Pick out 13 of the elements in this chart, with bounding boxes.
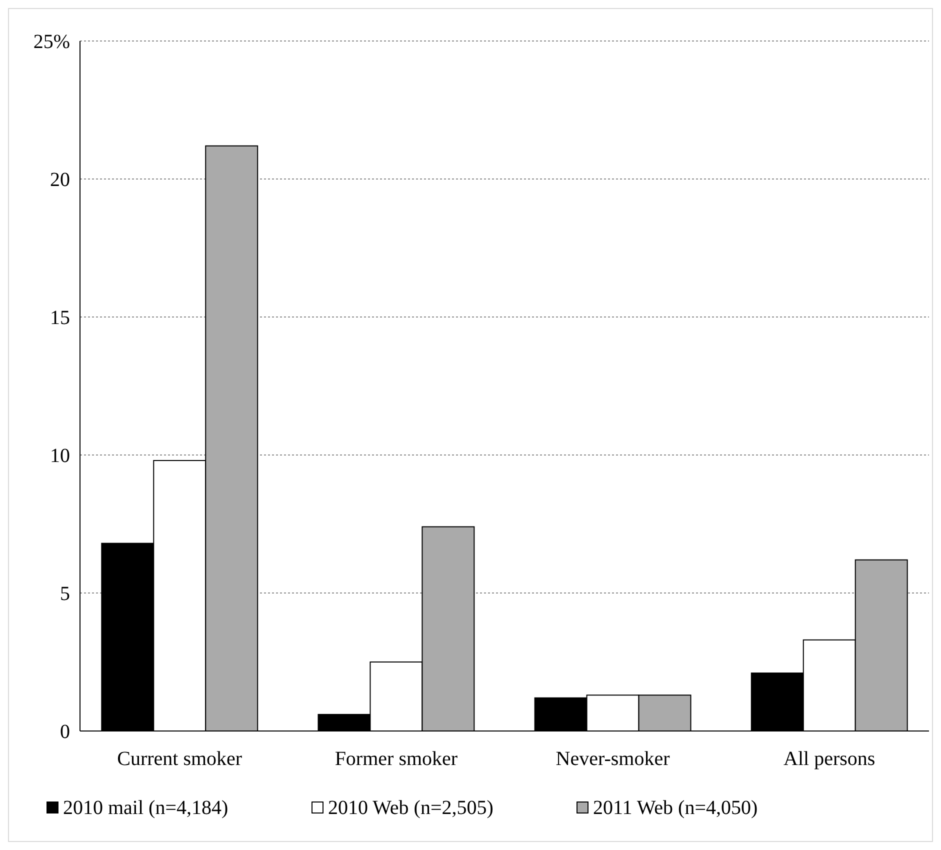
y-tick-label: 25% [33, 31, 70, 53]
y-tick-label: 15 [50, 307, 70, 329]
y-tick-label: 10 [50, 445, 70, 467]
x-tick-label: Former smoker [334, 748, 458, 770]
legend-label: 2010 mail (n=4,184) [63, 797, 228, 819]
x-tick-label: Never-smoker [556, 748, 670, 770]
legend-label: 2011 Web (n=4,050) [593, 797, 758, 819]
y-tick-label: 20 [50, 169, 70, 191]
y-tick-label: 5 [60, 583, 70, 605]
x-tick-label: All persons [784, 748, 876, 770]
legend-label: 2010 Web (n=2,505) [328, 797, 494, 819]
y-tick-label: 0 [60, 721, 70, 743]
x-tick-label: Current smoker [117, 748, 242, 770]
